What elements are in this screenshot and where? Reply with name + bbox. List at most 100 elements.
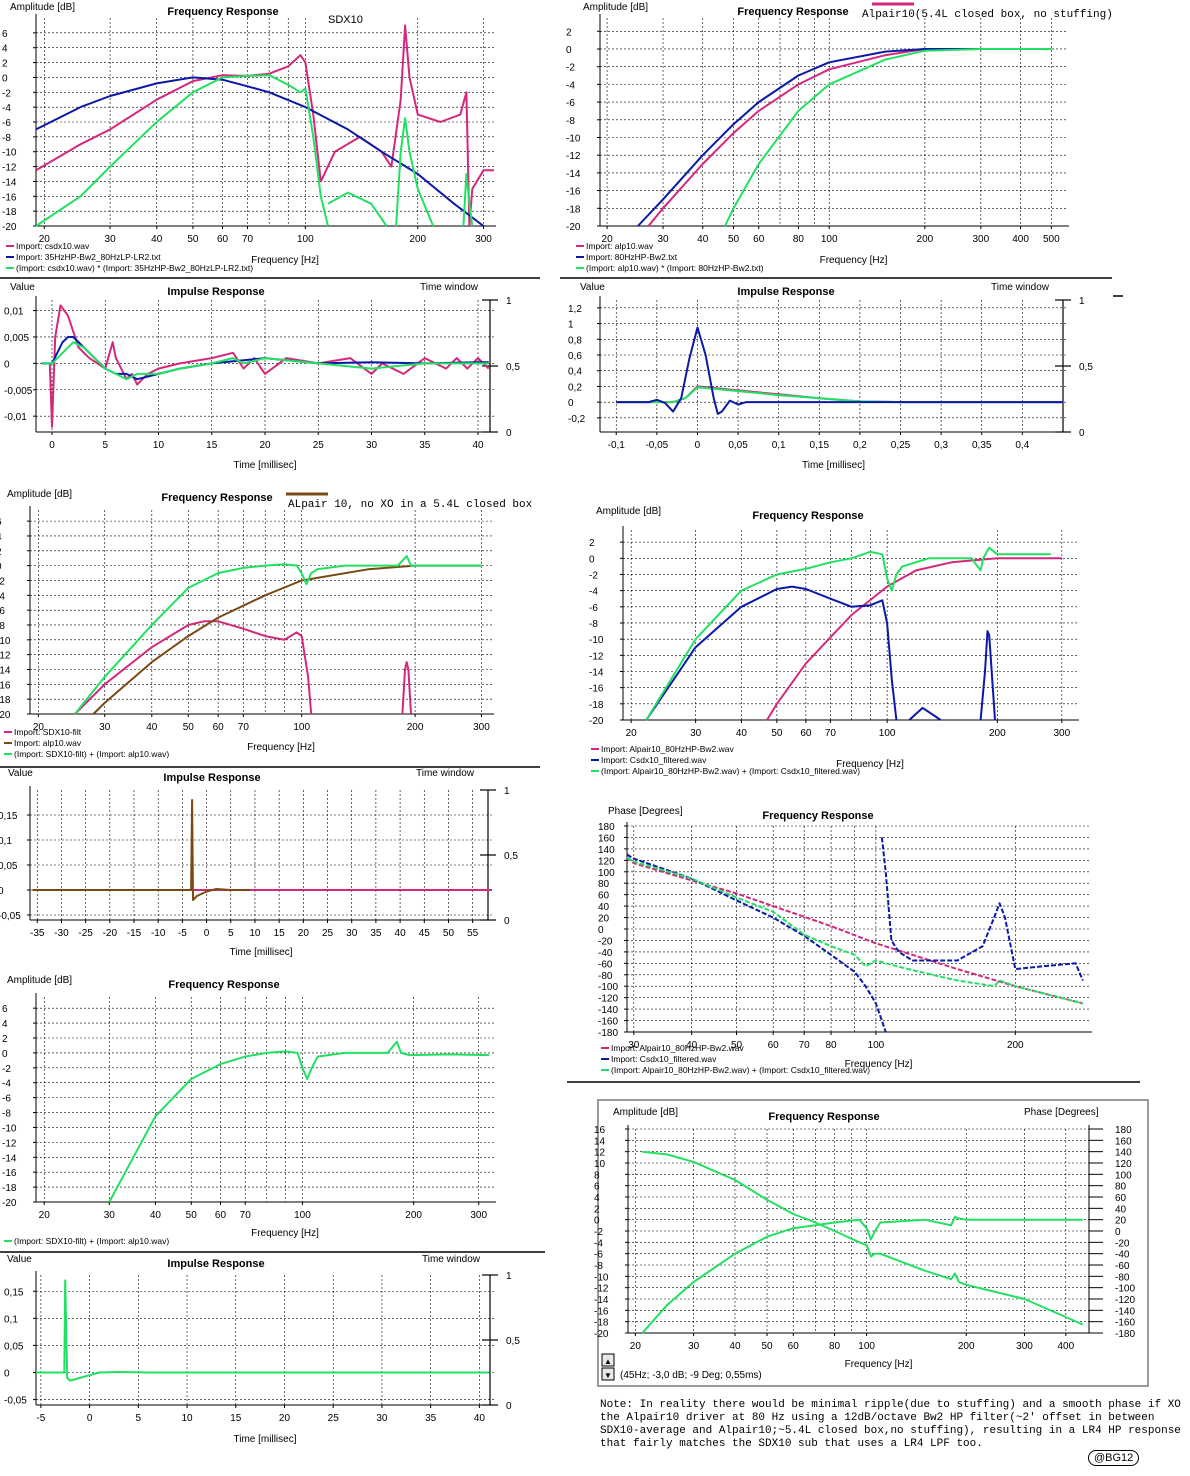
x-tick-label: 15 <box>230 1413 242 1424</box>
y-tick-label: -16 <box>594 1306 609 1317</box>
x-tick-label: -15 <box>127 928 142 939</box>
y-tick-label: 0,1 <box>0 836 12 847</box>
y-tick-label: -2 <box>0 576 5 587</box>
x-tick-label: 50 <box>187 234 199 245</box>
time-window-title: Time window <box>991 282 1050 293</box>
x-tick-label: 200 <box>1007 1040 1024 1051</box>
x-tick-label: 100 <box>821 234 838 245</box>
x-tick-label: 45 <box>419 928 431 939</box>
y-tick-label: -4 <box>589 587 598 598</box>
time-window-label: 0,5 <box>1079 362 1093 373</box>
y-tick-label: 6 <box>0 517 2 528</box>
y-tick-label: 0 <box>566 45 572 56</box>
x-axis-title: Frequency [Hz] <box>247 742 315 753</box>
y-tick-label: -20 <box>2 1198 17 1209</box>
time-window-title: Time window <box>422 1254 481 1265</box>
y-tick-label: 2 <box>2 1034 8 1045</box>
x-tick-label: 40 <box>729 1341 741 1352</box>
x-tick-label: 30 <box>376 1413 388 1424</box>
series-group <box>32 799 492 901</box>
x-tick-label: 200 <box>989 728 1006 739</box>
x-tick-label: -10 <box>151 928 166 939</box>
y2-tick-label: -120 <box>1115 1295 1135 1306</box>
series-line-green <box>642 1150 1084 1326</box>
y-tick-label: 0,05 <box>0 861 18 872</box>
time-window-label: 1 <box>506 1271 512 1282</box>
chart-subtitle: ALpair 10, no XO in a 5.4L closed box <box>288 499 533 511</box>
x-axis-title: Frequency [Hz] <box>845 1359 913 1370</box>
y2-tick-label: -60 <box>1115 1261 1130 1272</box>
x-tick-label: 0,2 <box>853 440 867 451</box>
y-tick-label: 0,05 <box>4 1341 24 1352</box>
y-tick-label: 0 <box>589 554 595 565</box>
y2-tick-label: 120 <box>1115 1159 1132 1170</box>
y-tick-label: -0,005 <box>4 386 33 397</box>
y-tick-label: 60 <box>598 891 610 902</box>
x-tick-label: 300 <box>973 234 990 245</box>
x-tick-label: 50 <box>761 1341 773 1352</box>
y-tick-label: 20 <box>598 914 610 925</box>
x-tick-label: 10 <box>153 440 165 451</box>
x-tick-label: 70 <box>799 1040 811 1051</box>
series-line-green <box>36 74 329 227</box>
y-tick-label: -12 <box>0 651 11 662</box>
y-tick-label: -0,05 <box>4 1396 27 1407</box>
y-tick-label: 2 <box>566 27 572 38</box>
scroll-up-button[interactable] <box>601 1353 615 1367</box>
series-line-blue <box>645 585 898 721</box>
y-tick-label: -6 <box>566 98 575 109</box>
y-tick-label: -14 <box>0 665 11 676</box>
series-line-green <box>641 1215 1083 1334</box>
y-tick-label: -120 <box>598 994 618 1005</box>
y2-tick-label: 60 <box>1115 1193 1127 1204</box>
y-tick-label: -18 <box>2 1183 17 1194</box>
chart-subtitle: Alpair10(5.4L closed box, no stuffing) <box>862 9 1113 21</box>
y2-tick-label: -100 <box>1115 1284 1135 1295</box>
y-tick-label: 4 <box>594 1193 600 1204</box>
y-tick-label: -20 <box>0 710 11 721</box>
series-line-green <box>74 555 482 715</box>
y-tick-label: -16 <box>2 192 17 203</box>
time-window-label: 0 <box>1079 428 1085 439</box>
y-tick-label: -6 <box>2 118 11 129</box>
x-tick-label: 200 <box>409 234 426 245</box>
legend-entry: (Import: Alpair10_80HzHP-Bw2.wav) + (Imp… <box>601 766 860 776</box>
x-tick-label: 100 <box>858 1341 875 1352</box>
scroll-down-button[interactable] <box>601 1367 615 1381</box>
series-line-pink <box>36 24 494 227</box>
x-tick-label: 400 <box>1057 1341 1074 1352</box>
y2-tick-label: -20 <box>1115 1238 1130 1249</box>
y2-tick-label: 40 <box>1115 1204 1127 1215</box>
series-group <box>616 326 1063 415</box>
y-tick-label: -80 <box>598 971 613 982</box>
y-tick-label: 0 <box>2 73 8 84</box>
x-axis-title: Time [millisec] <box>802 460 865 471</box>
y-tick-label: -4 <box>2 1079 11 1090</box>
x-tick-label: 15 <box>274 928 286 939</box>
x-tick-label: 70 <box>240 1210 252 1221</box>
x-tick-label: 400 <box>1012 234 1029 245</box>
y-tick-label: -14 <box>594 1295 609 1306</box>
y-tick-label: 16 <box>594 1125 606 1136</box>
y-tick-label: 0,8 <box>568 335 582 346</box>
y-tick-label: 0,1 <box>4 1314 18 1325</box>
y-tick-label: 180 <box>598 822 615 833</box>
y-axis-title: Value <box>7 1254 32 1265</box>
series-line-green <box>724 48 1052 227</box>
y-tick-label: 0,15 <box>0 811 18 822</box>
x-tick-label: 300 <box>473 722 490 733</box>
series-group <box>641 1150 1084 1334</box>
x-tick-label: 5 <box>102 440 108 451</box>
series-line-green <box>627 856 1084 1005</box>
y-tick-label: -16 <box>589 684 604 695</box>
legend-entry: Import: alp10.wav <box>586 241 654 251</box>
x-tick-label: 50 <box>443 928 455 939</box>
x-tick-label: 60 <box>788 1341 800 1352</box>
chart-ir2: 1,2 1 0,8 0,6 0,4 0,2 0 -0,2 1 0,5 0 -0,1 -0,05 0 0,05… <box>568 282 1093 471</box>
chart-frame <box>597 1099 1149 1387</box>
y-tick-label: -10 <box>0 636 11 647</box>
y-tick-label: 0 <box>4 1369 10 1380</box>
legend-entry: (Import: alp10.wav) * (Import: 80HzHP-Bw… <box>586 263 764 273</box>
